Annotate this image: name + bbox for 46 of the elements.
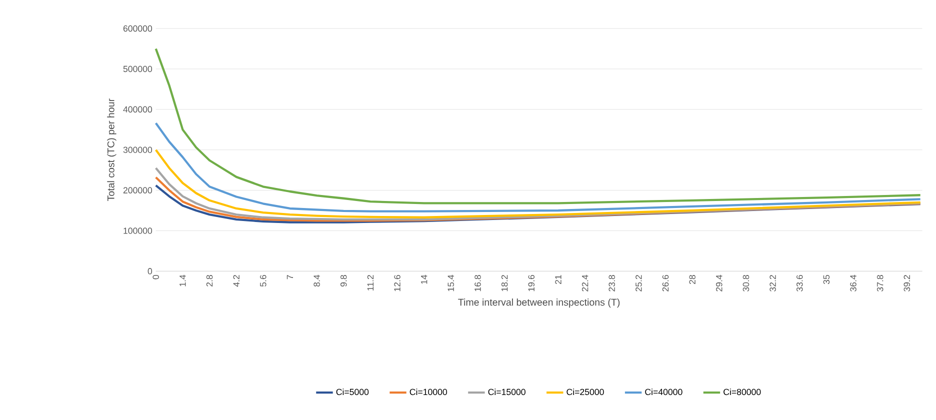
x-tick-label: 39.2	[904, 275, 910, 292]
legend-label: Ci=25000	[566, 388, 604, 396]
y-axis-title: Total cost (TC) per hour	[107, 98, 116, 202]
legend-label: Ci=10000	[410, 388, 448, 396]
y-tick-label: 500000	[123, 66, 152, 72]
line-series	[154, 148, 922, 219]
y-tick-label: 0	[148, 268, 152, 275]
x-tick-label: 8.4	[314, 275, 320, 287]
x-tick-label: 4.2	[233, 275, 240, 287]
x-tick-label: 28	[689, 275, 696, 284]
y-tick-label: 200000	[123, 187, 152, 194]
x-tick-label: 11.2	[367, 275, 374, 291]
x-tick-label: 14	[421, 275, 428, 284]
line-series	[154, 48, 922, 205]
x-tick-label: 25.2	[636, 275, 642, 292]
x-tick-label: 19.6	[528, 275, 535, 292]
x-tick-label: 1.4	[180, 275, 186, 286]
x-tick-label: 15.4	[448, 275, 454, 292]
y-tick-label: 300000	[123, 146, 152, 154]
x-tick-label: 2.8	[206, 275, 213, 287]
y-tick-label: 400000	[123, 106, 152, 113]
x-tick-label: 5.6	[260, 275, 266, 287]
x-tick-label: 29.4	[716, 275, 722, 292]
legend-label: Ci=80000	[724, 388, 761, 396]
x-tick-label: 35	[823, 275, 830, 284]
x-tick-label: 21	[555, 275, 562, 284]
x-tick-label: 9.8	[340, 275, 347, 287]
x-tick-label: 0	[152, 275, 159, 280]
x-tick-label: 33.6	[796, 275, 803, 292]
x-tick-label: 30.8	[742, 275, 750, 292]
legend-label: Ci=40000	[645, 388, 682, 396]
x-tick-label: 7	[286, 275, 293, 280]
x-tick-label: 37.8	[876, 275, 884, 292]
x-axis-title: Time interval between inspections (T)	[458, 298, 620, 308]
x-tick-label: 23.8	[608, 275, 615, 292]
x-tick-label: 22.4	[582, 275, 588, 292]
legend-label: Ci=5000	[336, 388, 369, 396]
x-tick-label: 32.2	[770, 275, 776, 292]
x-tick-label: 12.6	[394, 275, 400, 292]
y-tick-label: 600000	[123, 26, 152, 32]
y-tick-label: 100000	[124, 228, 152, 234]
legend-label: Ci=15000	[488, 388, 526, 396]
x-tick-label: 36.4	[850, 275, 856, 292]
x-tick-label: 18.2	[501, 275, 508, 292]
x-tick-label: 26.6	[662, 275, 669, 292]
x-tick-label: 16.8	[474, 275, 481, 292]
